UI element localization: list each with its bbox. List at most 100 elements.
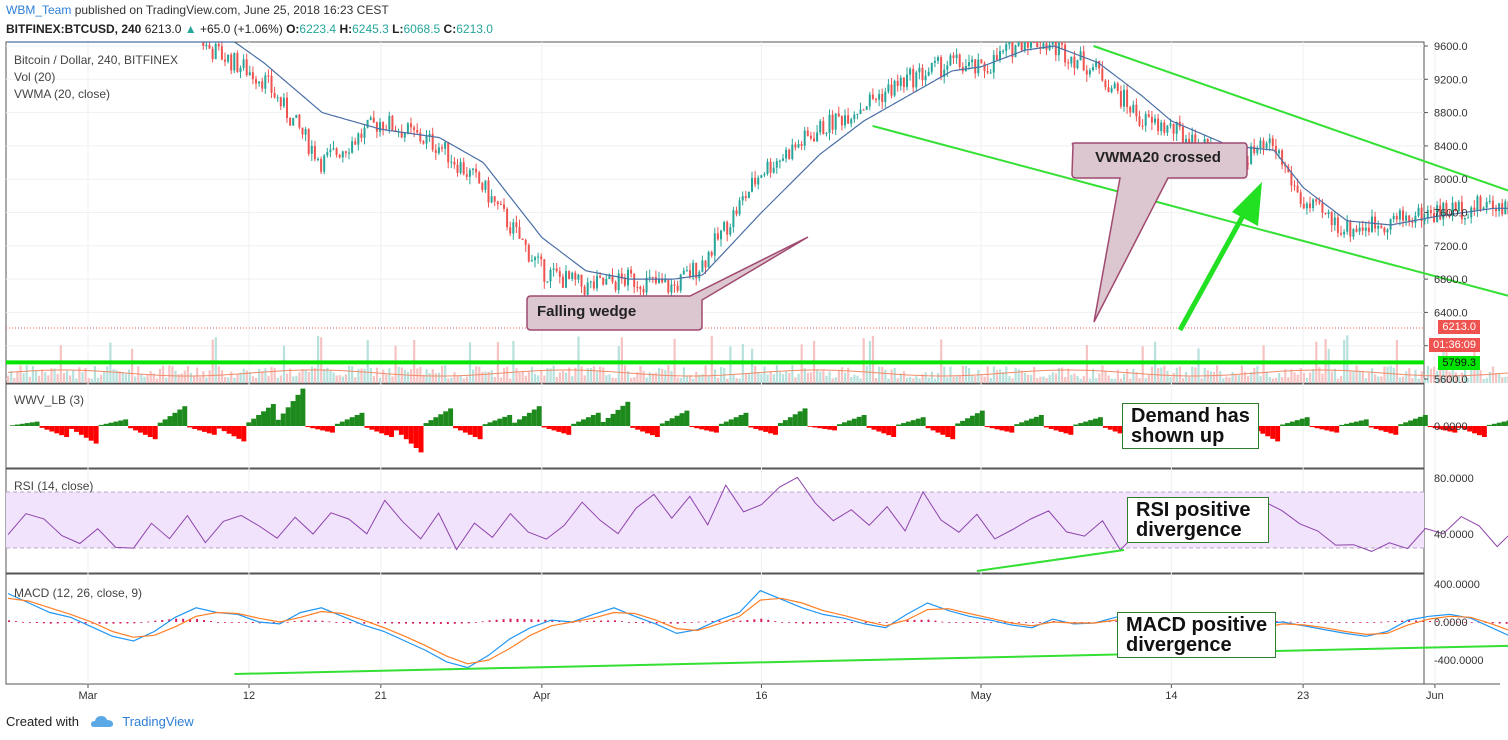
candle-body [344, 151, 347, 154]
macd-histogram-bar [418, 622, 421, 624]
volume-bar [1197, 348, 1200, 383]
wwv-bar [59, 426, 65, 436]
volume-bar [1284, 369, 1287, 383]
macd-histogram-bar [1435, 621, 1438, 622]
candle-body [313, 145, 316, 160]
volume-bar [456, 375, 459, 383]
volume-bar [180, 373, 183, 383]
wwv-bar [270, 404, 276, 426]
candle-body [791, 144, 794, 159]
volume-bar [664, 370, 667, 383]
volume-bar [165, 377, 168, 383]
volume-bar [506, 366, 509, 383]
macd-pane [7, 589, 1508, 675]
candle-body [633, 273, 636, 287]
macd-histogram-bar [620, 621, 623, 623]
candle-body [1129, 106, 1132, 113]
rsi-y-label: 40.0000 [1434, 529, 1474, 541]
volume-bar [707, 376, 710, 383]
tradingview-link[interactable]: TradingView [122, 714, 194, 729]
volume-bar [1023, 372, 1026, 383]
candle-body [1473, 207, 1476, 210]
candle-body [788, 149, 791, 159]
volume-bar [69, 375, 72, 383]
macd-histogram-bar [1387, 621, 1390, 623]
candle-body [1498, 203, 1501, 212]
candle-body [1141, 125, 1144, 127]
candle-body [351, 141, 354, 153]
author-link[interactable]: WBM_Team [6, 3, 72, 17]
wwv-bar [1024, 420, 1030, 426]
volume-bar [580, 366, 583, 383]
macd-histogram-bar [579, 621, 582, 623]
macd-histogram-bar [1108, 621, 1111, 623]
candle-body [354, 141, 357, 145]
wwv-bar [472, 426, 478, 437]
volume-bar [34, 370, 38, 383]
candle-body [233, 53, 236, 71]
candle-body [431, 134, 434, 150]
candle-body [1293, 185, 1296, 187]
volume-bar [1318, 367, 1321, 383]
candle-body [769, 161, 772, 173]
macd-histogram-bar [460, 622, 463, 624]
macd-histogram-bar [293, 621, 296, 622]
candle-body [428, 134, 431, 136]
wwv-bar [541, 426, 547, 428]
x-tick-label: 21 [375, 690, 387, 702]
volume-bar [757, 371, 760, 383]
wwv-bar [1442, 426, 1448, 431]
volume-bar [177, 374, 180, 383]
wwv-bar [295, 394, 301, 426]
volume-bar [118, 371, 121, 383]
candle-body [1274, 145, 1277, 154]
volume-bar [1383, 366, 1386, 383]
candle-body [304, 129, 307, 135]
volume-bar [1039, 376, 1042, 383]
candle-body [763, 173, 766, 176]
volume-bar [152, 373, 155, 383]
candle-body [1408, 215, 1411, 222]
wwv-bar [768, 426, 774, 434]
macd-histogram-bar [196, 619, 199, 622]
volume-bar [1498, 374, 1501, 383]
candle-body [1460, 201, 1463, 220]
wwv-bar [773, 426, 778, 435]
volume-bar [971, 374, 974, 383]
macd-histogram-bar [836, 622, 839, 624]
wwv-bar [310, 426, 316, 429]
volume-bar [1454, 372, 1457, 383]
wwv-bar [1422, 415, 1428, 426]
macd-histogram-bar [1463, 622, 1466, 623]
candle-body [1340, 232, 1342, 235]
macd-histogram-bar [244, 622, 247, 623]
volume-bar [766, 374, 769, 383]
volume-bar [1228, 377, 1231, 383]
volume-bar [1141, 346, 1144, 383]
volume-bar [670, 370, 673, 383]
macd-histogram-bar [363, 622, 366, 624]
volume-bar [927, 377, 930, 383]
volume-bar [1082, 375, 1085, 383]
wwv-bar [167, 416, 173, 426]
y-tick-label: 9200.0 [1434, 74, 1468, 86]
wwv-bar [369, 426, 375, 430]
candle-body [692, 262, 695, 278]
volume-bar [1209, 371, 1212, 383]
volume-bar [131, 348, 134, 383]
volume-bar [100, 374, 103, 383]
wwv-bar [1019, 422, 1025, 426]
volume-bar [955, 375, 958, 383]
wwv-bar [339, 421, 345, 426]
volume-bar [1017, 369, 1020, 383]
candle-body [1101, 68, 1104, 81]
volume-bar [447, 378, 450, 383]
volume-bar [149, 371, 152, 383]
macd-histogram-bar [927, 619, 930, 622]
volume-bar [317, 336, 320, 383]
candle-body [1479, 196, 1482, 210]
volume-bar [648, 372, 651, 383]
candle-body [589, 281, 592, 283]
macd-histogram-bar [453, 622, 456, 624]
volume-bar [952, 376, 955, 383]
